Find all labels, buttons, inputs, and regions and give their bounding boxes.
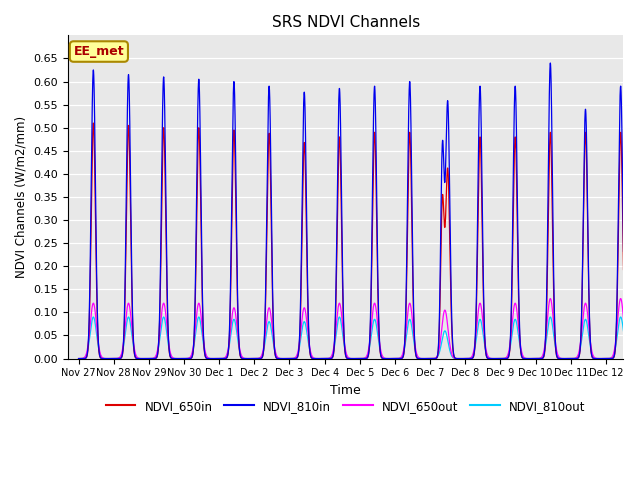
Title: SRS NDVI Channels: SRS NDVI Channels — [271, 15, 420, 30]
Y-axis label: NDVI Channels (W/m2/mm): NDVI Channels (W/m2/mm) — [15, 116, 28, 278]
X-axis label: Time: Time — [330, 384, 361, 397]
Legend: NDVI_650in, NDVI_810in, NDVI_650out, NDVI_810out: NDVI_650in, NDVI_810in, NDVI_650out, NDV… — [101, 395, 591, 417]
Text: EE_met: EE_met — [74, 45, 124, 58]
